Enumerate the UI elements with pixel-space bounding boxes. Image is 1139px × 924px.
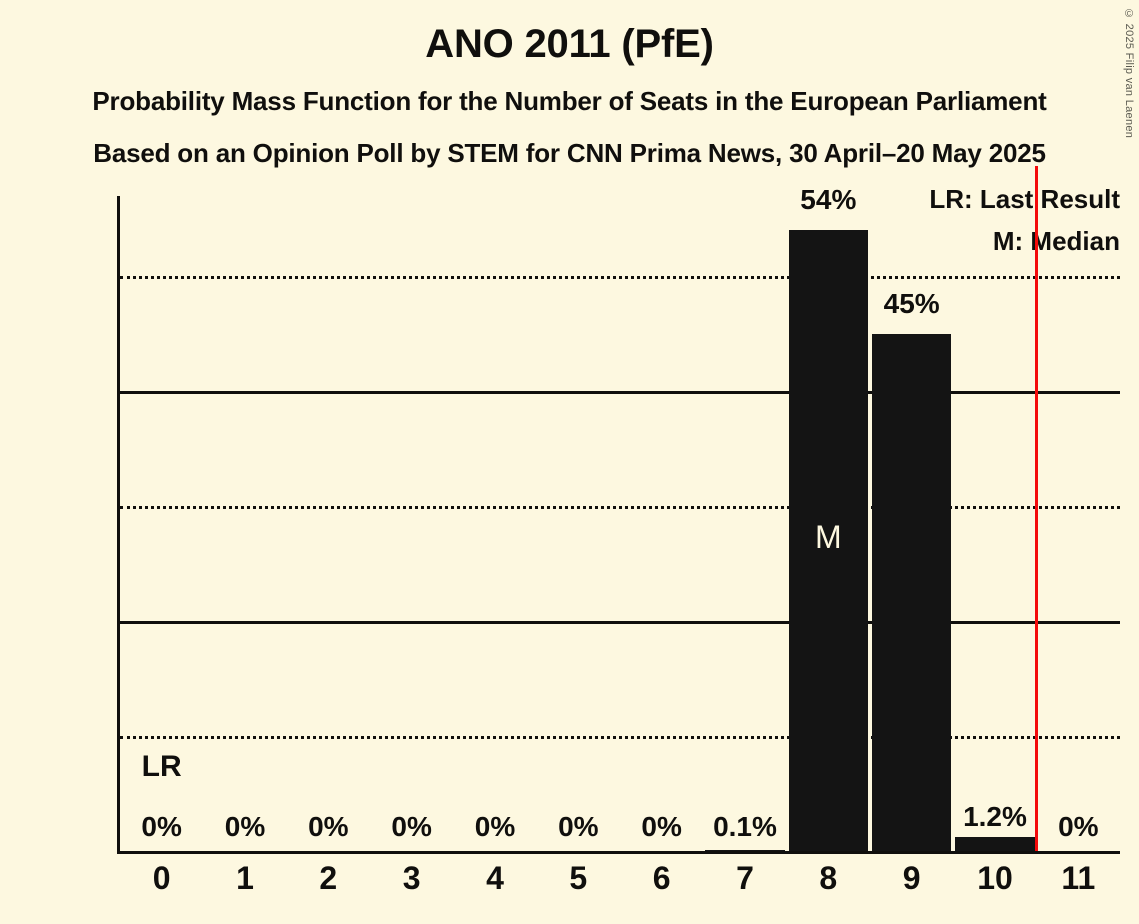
- median-marker-label: M: [814, 518, 842, 555]
- legend-last-result: LR: Last Result: [929, 184, 1120, 214]
- x-tick-8: 8: [819, 860, 838, 896]
- value-label-seats-9: 45%: [883, 287, 940, 319]
- value-label-seats-5: 0%: [558, 811, 599, 842]
- value-label-seats-8: 54%: [800, 184, 857, 216]
- plot-area: 20%40% M 0%0%0%0%0%0%0%0.1%54%45%1.2%0% …: [117, 166, 1120, 896]
- x-tick-9: 9: [902, 860, 921, 896]
- x-tick-0: 0: [152, 860, 171, 896]
- value-label-seats-4: 0%: [474, 811, 516, 842]
- value-label-seats-0: 0%: [141, 811, 182, 842]
- x-tick-2: 2: [319, 860, 338, 896]
- gridline-dotted-10: [120, 736, 1120, 740]
- bar-seats-10[interactable]: [955, 837, 1035, 851]
- chart-subtitle: Probability Mass Function for the Number…: [92, 86, 1047, 116]
- page-title: ANO 2011 (PfE): [425, 22, 714, 66]
- value-label-seats-2: 0%: [308, 811, 349, 842]
- value-label-seats-3: 0%: [391, 811, 432, 842]
- y-axis: [117, 196, 120, 851]
- x-tick-1: 1: [236, 860, 254, 896]
- value-label-seats-7: 0.1%: [713, 811, 777, 842]
- x-tick-6: 6: [652, 860, 671, 896]
- bar-seats-8[interactable]: M: [788, 230, 868, 851]
- x-tick-5: 5: [569, 860, 588, 896]
- value-label-seats-10: 1.2%: [963, 801, 1027, 833]
- gridline-dotted-50: [120, 276, 1120, 280]
- x-tick-3: 3: [402, 860, 421, 896]
- x-tick-7: 7: [736, 860, 754, 896]
- copyright-notice: © 2025 Filip van Laenen: [1123, 8, 1135, 139]
- gridline-solid-40: [120, 391, 1120, 395]
- value-label-seats-11: 0%: [1058, 811, 1099, 842]
- x-tick-11: 11: [1061, 860, 1096, 896]
- value-label-seats-1: 0%: [224, 811, 266, 842]
- bar-seats-7[interactable]: [705, 849, 785, 851]
- gridline-solid-20: [120, 621, 1120, 625]
- x-tick-10: 10: [977, 860, 1013, 896]
- last-result-line: [1034, 166, 1038, 851]
- x-axis: [117, 851, 1120, 854]
- bar-seats-9[interactable]: [872, 333, 952, 851]
- chart-source-line: Based on an Opinion Poll by STEM for CNN…: [93, 138, 1046, 168]
- gridline-dotted-30: [120, 506, 1120, 510]
- legend-median: M: Median: [992, 226, 1120, 256]
- value-label-seats-6: 0%: [641, 811, 682, 842]
- x-tick-4: 4: [486, 860, 504, 896]
- last-result-marker-label: LR: [141, 750, 182, 784]
